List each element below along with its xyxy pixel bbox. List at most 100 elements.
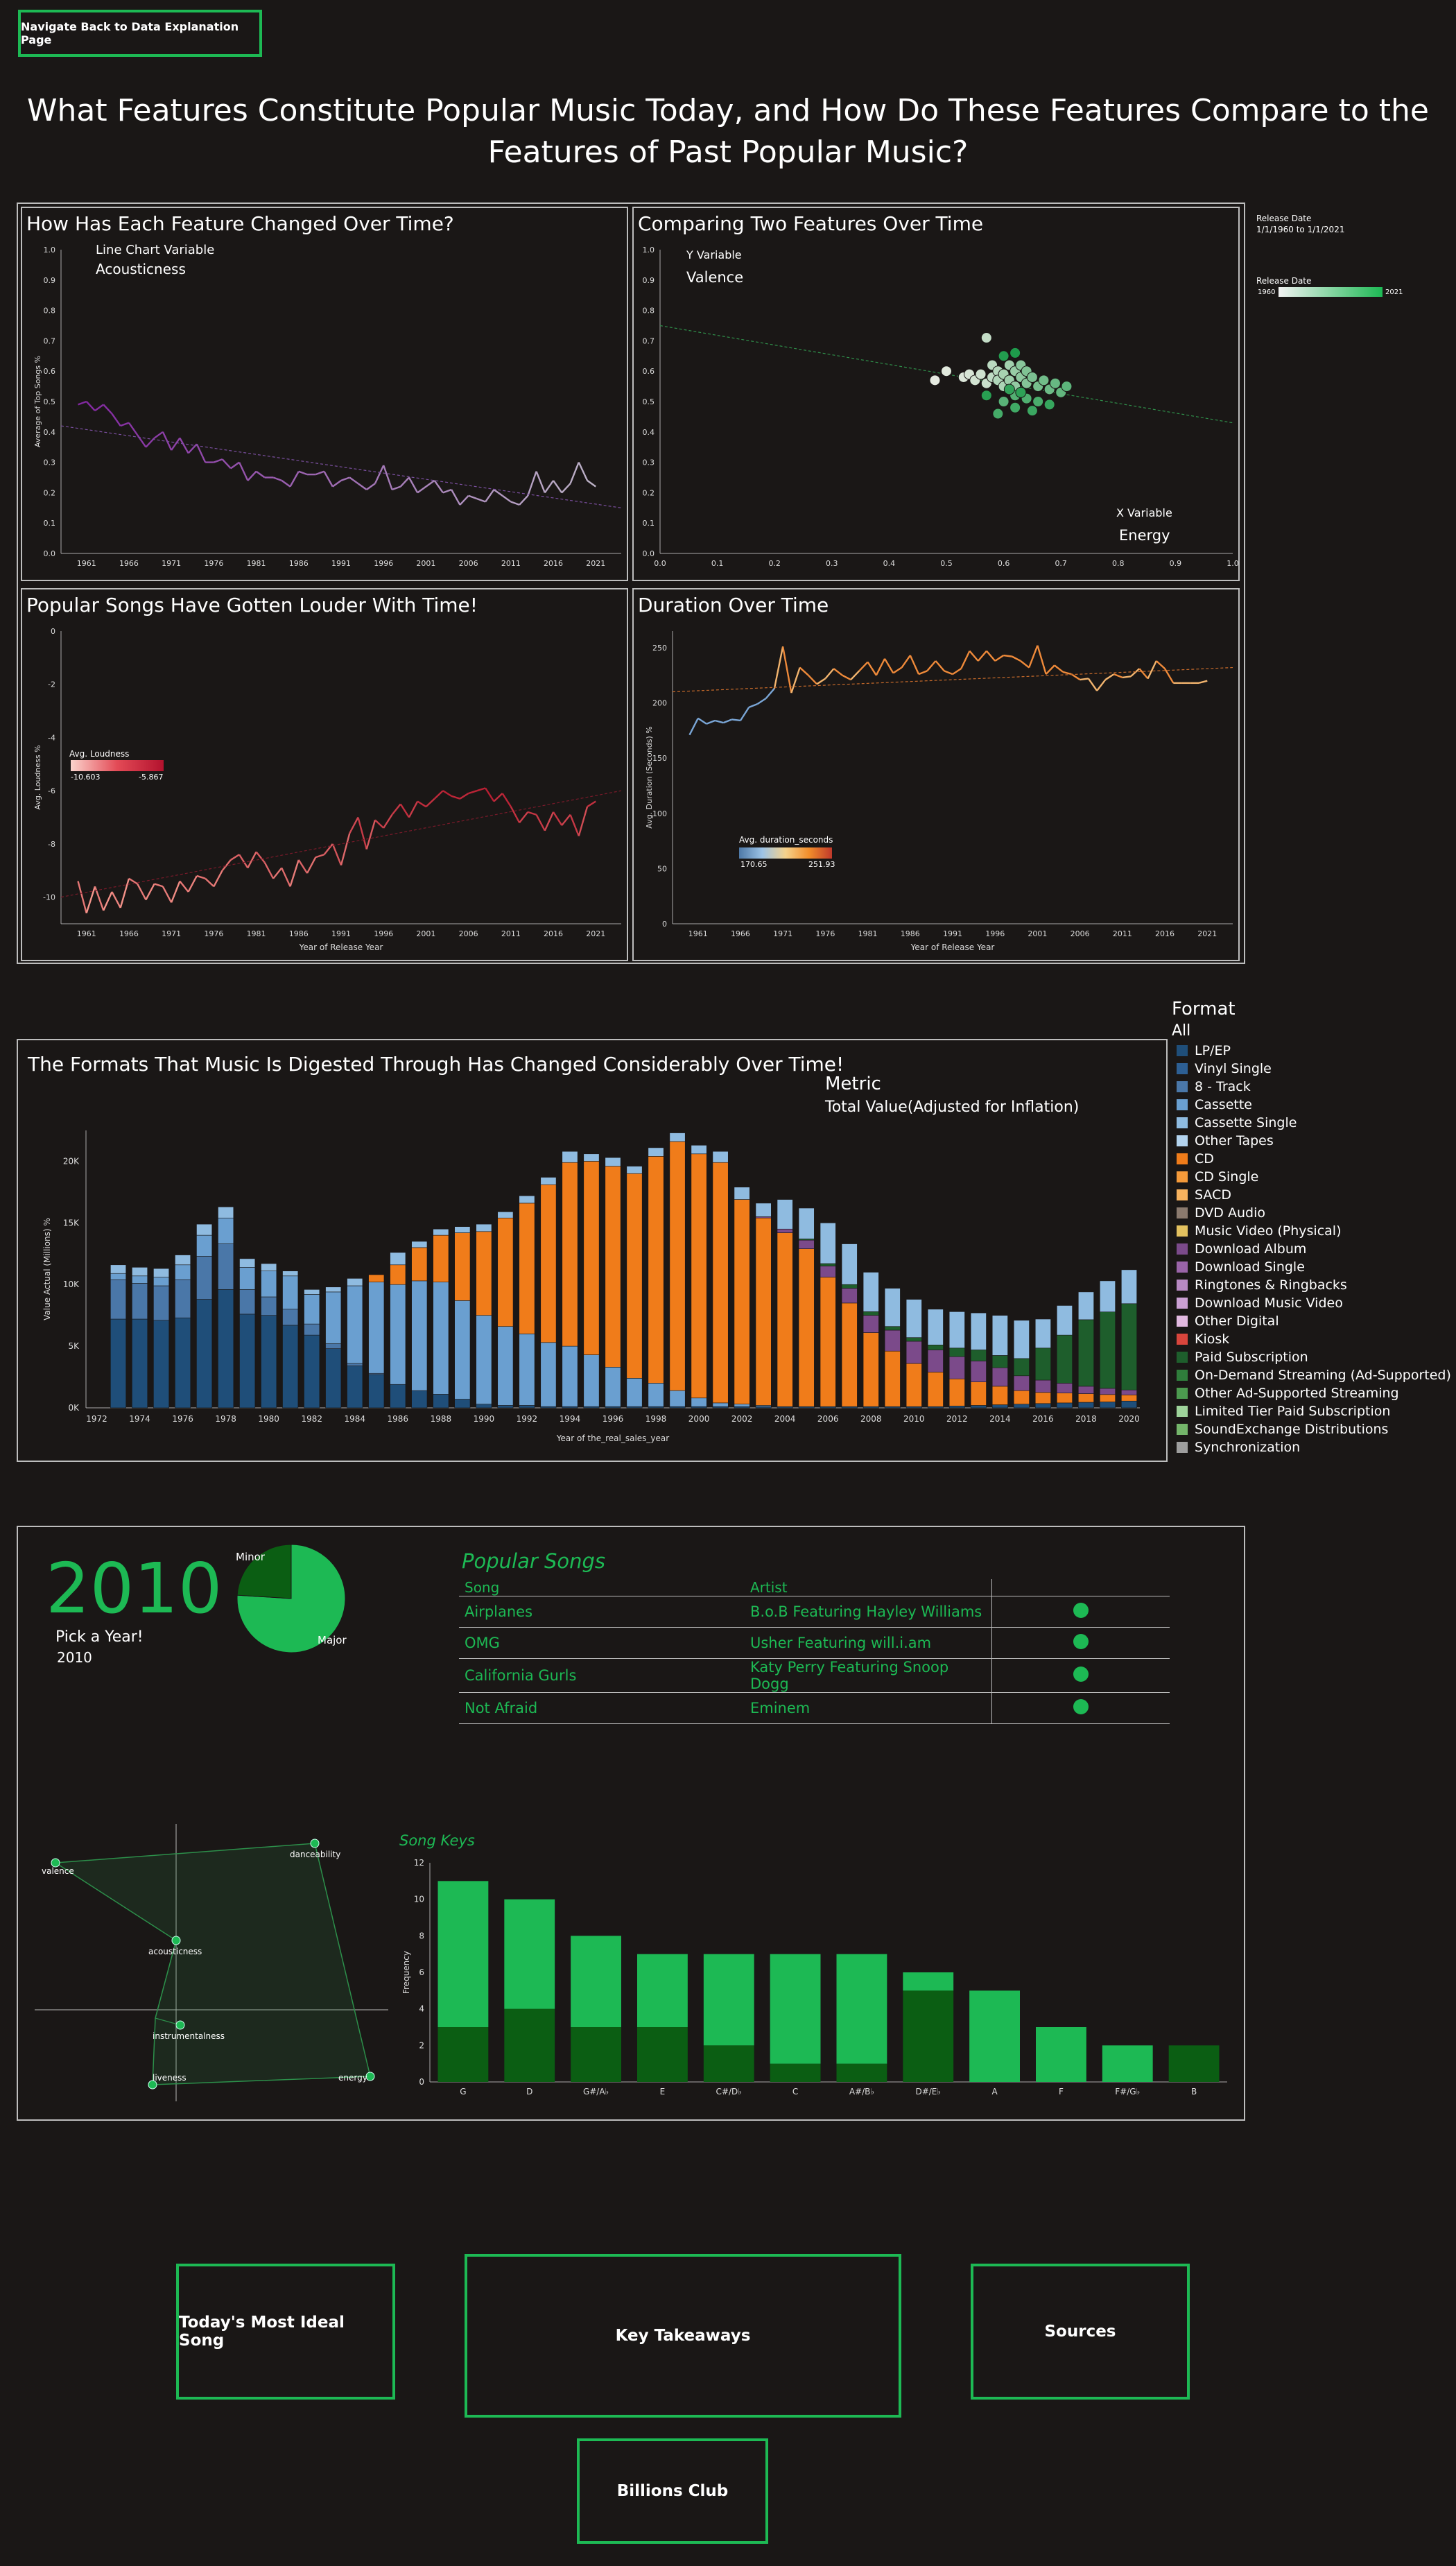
table-row[interactable]: OMG Usher Featuring will.i.am [459,1627,1170,1659]
song-dot-icon[interactable] [1073,1698,1089,1714]
line-variable-value[interactable]: Acousticness [96,261,186,277]
bar-segment-other [476,1223,492,1232]
format-legend-item[interactable]: Download Music Video [1177,1294,1343,1312]
y-tick-label: 0.3 [44,458,56,467]
format-legend-value[interactable]: All [1172,1022,1191,1040]
song-dot-icon[interactable] [1073,1602,1089,1618]
loudness-legend-min: -10.603 [71,773,101,782]
bar-segment [153,1277,170,1286]
series-line-segment [383,465,393,490]
series-line-segment [833,668,843,676]
series-line-segment [535,471,546,493]
format-legend-item[interactable]: Limited Tier Paid Subscription [1177,1402,1390,1420]
x-tick-label: G#/A♭ [583,2087,609,2096]
bar-segment [948,1347,965,1357]
y-tick-label: 0.7 [44,336,56,345]
x-axis-label: Year of Release Year [910,942,995,952]
format-legend-item[interactable]: CD [1177,1150,1214,1168]
billions-club-button[interactable]: Billions Club [577,2438,768,2544]
metric-value[interactable]: Total Value(Adjusted for Inflation) [825,1099,1080,1116]
series-line-segment [103,891,113,911]
series-line-segment [1054,664,1064,673]
series-line-segment [408,476,419,493]
format-legend-item[interactable]: Vinyl Single [1177,1060,1272,1078]
y-tick-label: 10K [63,1280,80,1289]
x-tick-label: 0.0 [654,559,666,568]
format-legend-item[interactable]: DVD Audio [1177,1204,1265,1222]
x-variable-caption: X Variable [1116,506,1172,519]
format-legend-item[interactable]: Cassette Single [1177,1114,1297,1132]
bar-major [836,1954,887,2064]
popular-songs-title: Popular Songs [462,1549,606,1573]
y-tick-label: 0K [68,1403,80,1413]
format-legend-label: Limited Tier Paid Subscription [1195,1404,1391,1419]
table-row[interactable]: Not Afraid Eminem [459,1692,1170,1724]
bar-segment [1077,1393,1094,1403]
bar-segment-other [1100,1280,1116,1312]
song-dot-icon[interactable] [1073,1666,1089,1682]
format-legend-item[interactable]: Other Tapes [1177,1132,1274,1150]
series-line-segment [824,668,835,680]
bar-segment [497,1405,514,1409]
format-legend-item[interactable]: On-Demand Streaming (Ad-Supported) [1177,1366,1451,1384]
format-legend-item[interactable]: Synchronization [1177,1438,1300,1456]
format-legend-item[interactable]: Cassette [1177,1096,1252,1114]
key-takeaways-button[interactable]: Key Takeaways [465,2254,901,2418]
format-color-swatch [1177,1406,1188,1417]
series-line-segment [875,658,886,676]
bar-segment-other [347,1278,363,1286]
y-tick-label: 8 [419,1931,424,1940]
x-tick-label: 2001 [416,559,435,568]
y-tick-label: 0.1 [44,519,56,528]
series-line-segment [561,813,571,826]
format-legend-item[interactable]: Other Ad-Supported Streaming [1177,1384,1399,1402]
pick-year-value[interactable]: 2010 [57,1649,92,1666]
release-date-filter-value[interactable]: 1/1/1960 to 1/1/2021 [1256,225,1345,234]
format-color-swatch [1177,1334,1188,1345]
x-tick-label: 1976 [172,1414,193,1424]
sources-button[interactable]: Sources [971,2264,1190,2400]
format-legend-item[interactable]: SACD [1177,1186,1231,1204]
back-to-data-explanation-button[interactable]: Navigate Back to Data Explanation Page [18,10,262,57]
series-line-segment [476,498,486,503]
loudness-color-ramp [71,760,164,771]
y-tick-label: 0 [662,920,667,929]
series-line-segment [357,817,367,850]
table-row[interactable]: California Gurls Katy Perry Featuring Sno… [459,1658,1170,1693]
format-legend-item[interactable]: Other Digital [1177,1312,1279,1330]
series-line-segment [162,886,173,903]
x-tick-label: 1976 [204,559,223,568]
x-tick-label: 0.9 [1170,559,1182,568]
format-legend-item[interactable]: LP/EP [1177,1042,1231,1060]
format-legend-item[interactable]: 8 - Track [1177,1078,1251,1096]
x-tick-label: 1971 [162,559,181,568]
scatter-point [980,332,992,344]
scatter-point [941,365,952,377]
x-variable-value[interactable]: Energy [1119,527,1170,544]
bar-segment [196,1299,213,1409]
series-line-segment [688,718,699,736]
table-row[interactable]: Airplanes B.o.B Featuring Hayley Williams [459,1596,1170,1628]
format-legend-item[interactable]: CD Single [1177,1168,1258,1186]
x-tick-label: 0.6 [998,559,1010,568]
format-legend-item[interactable]: SoundExchange Distributions [1177,1420,1388,1438]
y-tick-label: 15K [63,1218,80,1228]
format-legend-item[interactable]: Paid Subscription [1177,1348,1308,1366]
format-legend-item[interactable]: Ringtones & Ringbacks [1177,1276,1347,1294]
x-axis-label: Year of the_real_sales_year [556,1433,669,1443]
y-variable-value[interactable]: Valence [686,269,744,286]
format-color-swatch [1177,1370,1188,1381]
format-legend-item[interactable]: Download Album [1177,1240,1306,1258]
format-legend-item[interactable]: Kiosk [1177,1330,1229,1348]
song-column-header: Song [459,1579,745,1596]
ideal-song-button[interactable]: Today's Most Ideal Song [176,2264,395,2400]
scatter-point [980,390,992,402]
format-legend-item[interactable]: Download Single [1177,1258,1305,1276]
song-dot-icon[interactable] [1073,1633,1089,1649]
format-legend-item[interactable]: Music Video (Physical) [1177,1222,1342,1240]
x-tick-label: 1982 [301,1414,322,1424]
big-year: 2010 [46,1548,223,1629]
duration-legend-min: 170.65 [740,860,768,869]
format-legend-label: Other Tapes [1195,1133,1274,1148]
format-legend-label: Kiosk [1195,1332,1230,1347]
